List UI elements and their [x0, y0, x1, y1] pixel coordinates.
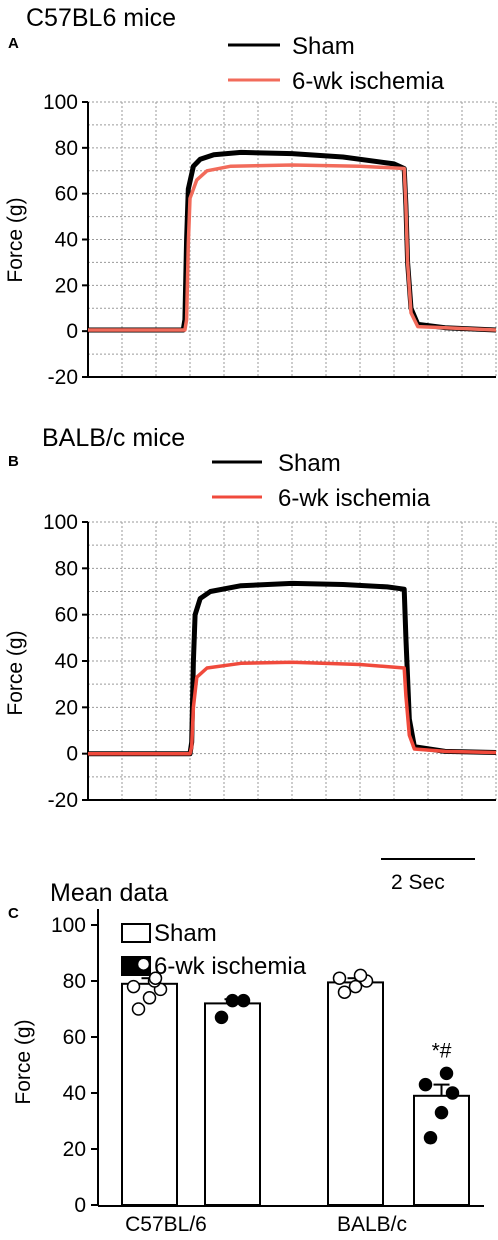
y-tick-label: 100	[43, 91, 78, 114]
panel-b-plot: 100 80 60 40 20 0 -20	[43, 511, 497, 812]
data-point	[418, 1077, 433, 1092]
legend-label-ischemia: 6-wk ischemia	[292, 68, 445, 95]
panel-a-ylabel: Force (g)	[4, 197, 27, 282]
data-point	[337, 985, 352, 999]
panel-b-legend: Sham 6-wk ischemia	[212, 450, 431, 512]
data-point	[131, 1002, 146, 1016]
legend-label-sham: Sham	[292, 33, 355, 60]
legend-label-sham: Sham	[278, 450, 341, 477]
data-point	[434, 1105, 449, 1120]
panel-b-ylabel: Force (g)	[4, 630, 27, 715]
y-tick-label: 60	[63, 1026, 86, 1049]
y-tick-label: -20	[48, 366, 78, 389]
panel-c: C Mean data Sham 6-wk ischemia 100 80 60 40…	[8, 879, 484, 1236]
data-point	[126, 979, 141, 994]
panel-letter-a: A	[8, 35, 19, 52]
x-tick-label: C57BL/6	[125, 1213, 207, 1236]
bar	[413, 1094, 470, 1207]
y-tick-label: 80	[55, 557, 78, 580]
legend-label-ischemia: 6-wk ischemia	[154, 953, 307, 980]
data-point	[332, 971, 347, 985]
bar	[327, 981, 384, 1207]
bar	[204, 1002, 261, 1207]
y-tick-label: 80	[63, 970, 86, 993]
panel-letter-b: B	[8, 453, 19, 470]
y-tick-label: 100	[43, 511, 78, 534]
panel-a: A C57BL6 mice Sham 6-wk ischemia 100 80 60…	[4, 4, 497, 389]
panel-c-ylabel: Force (g)	[12, 1019, 35, 1104]
data-point	[136, 957, 151, 971]
y-tick-label: 20	[55, 696, 78, 719]
significance-annotation: *#	[432, 1039, 452, 1062]
y-tick-label: 60	[55, 183, 78, 206]
y-tick-label: 40	[55, 229, 78, 252]
y-tick-label: 0	[66, 320, 78, 343]
series-line-ischemia	[88, 163, 497, 332]
data-point	[225, 993, 240, 1008]
panel-b: B BALB/c mice Sham 6-wk ischemia 100 80 60…	[4, 424, 497, 894]
panel-c-title: Mean data	[50, 879, 168, 907]
series-line-sham	[88, 580, 497, 757]
data-point	[142, 991, 157, 1005]
data-point	[423, 1131, 438, 1145]
legend-label-ischemia: 6-wk ischemia	[278, 485, 431, 512]
panel-c-plot: 100 80 60 40 20 0 C57BL/6 BALB/c *#	[51, 909, 484, 1236]
data-point	[214, 1010, 229, 1025]
panel-a-title: C57BL6 mice	[26, 4, 176, 32]
data-point	[353, 968, 368, 983]
y-tick-label: 20	[55, 274, 78, 297]
y-tick-label: 40	[55, 650, 78, 673]
y-tick-label: 60	[55, 604, 78, 627]
data-point	[236, 993, 251, 1008]
bar	[121, 982, 178, 1206]
panel-a-plot: 100 80 60 40 20 0 -20	[43, 91, 497, 389]
panel-c-legend: Sham 6-wk ischemia	[121, 920, 307, 980]
panel-letter-c: C	[8, 905, 19, 922]
legend-label-sham: Sham	[154, 920, 217, 947]
y-tick-label: 80	[55, 137, 78, 160]
y-tick-label: 20	[63, 1138, 86, 1161]
data-point	[445, 1086, 460, 1100]
data-point	[439, 1066, 454, 1081]
y-tick-label: 0	[74, 1194, 86, 1217]
data-point	[148, 971, 163, 985]
panel-a-legend: Sham 6-wk ischemia	[228, 33, 445, 95]
x-tick-label: BALB/c	[337, 1213, 407, 1236]
data-point	[348, 979, 363, 994]
series-line-ischemia	[88, 660, 497, 756]
scale-bar-label: 2 Sec	[391, 871, 445, 894]
panel-b-title: BALB/c mice	[42, 424, 185, 452]
y-tick-label: 40	[63, 1082, 86, 1105]
y-tick-label: 0	[66, 743, 78, 766]
y-tick-label: -20	[48, 789, 78, 812]
y-tick-label: 100	[51, 914, 86, 937]
legend-swatch-sham	[121, 923, 151, 943]
